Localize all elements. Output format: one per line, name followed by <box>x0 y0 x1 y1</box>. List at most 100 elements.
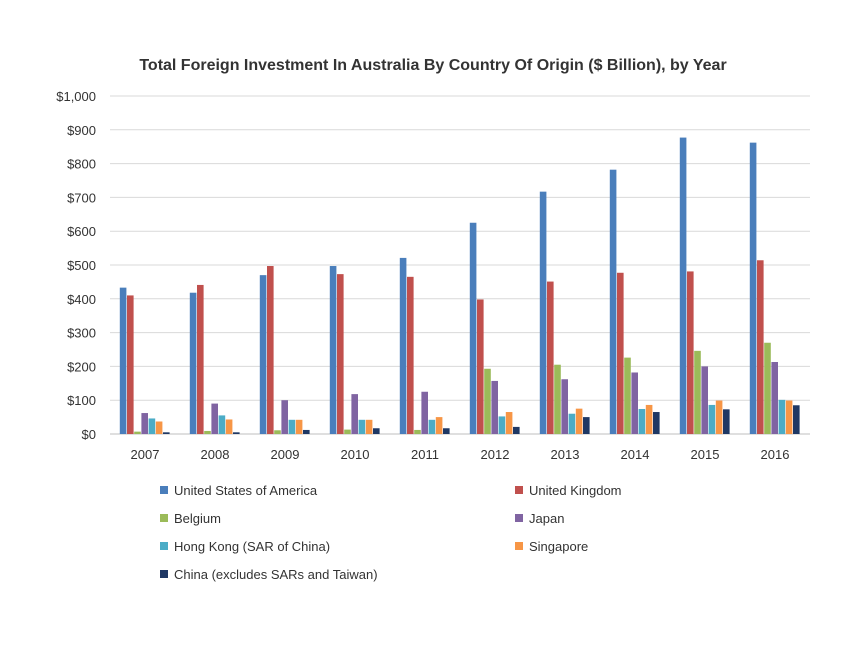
bar <box>477 299 484 434</box>
bar <box>547 281 554 434</box>
legend-swatch <box>515 542 523 550</box>
bar <box>687 271 694 434</box>
y-axis: $0 $100 $200 $300 $400 $500 $600 $700 $800 $900 $1… <box>56 89 96 442</box>
bar <box>679 137 687 434</box>
bars <box>119 137 800 435</box>
bar <box>561 379 568 434</box>
bar <box>764 342 771 434</box>
bar <box>694 350 701 434</box>
y-tick-label: $700 <box>67 190 96 205</box>
x-tick-label: 2014 <box>621 447 650 462</box>
legend-label: Singapore <box>529 539 588 554</box>
bar <box>575 408 583 434</box>
bar <box>645 404 653 434</box>
legend-item: United Kingdom <box>515 483 622 498</box>
x-tick-label: 2012 <box>481 447 510 462</box>
gridlines <box>110 95 810 435</box>
bar <box>443 428 450 434</box>
bar <box>539 191 547 434</box>
bar <box>609 169 617 434</box>
x-tick-label: 2011 <box>411 447 439 462</box>
legend-swatch <box>160 542 168 550</box>
bar <box>163 432 170 434</box>
y-tick-label: $500 <box>67 258 96 273</box>
bar <box>281 400 288 434</box>
bar <box>484 368 491 434</box>
x-tick-label: 2009 <box>271 447 300 462</box>
bar <box>554 364 561 434</box>
bar <box>344 429 351 434</box>
bar <box>337 274 344 434</box>
bar <box>723 409 730 434</box>
chart-title: Total Foreign Investment In Australia By… <box>139 57 726 74</box>
bar <box>498 416 506 434</box>
legend-label: China (excludes SARs and Taiwan) <box>174 567 378 582</box>
bar <box>141 413 148 434</box>
x-tick-label: 2013 <box>551 447 580 462</box>
bar <box>127 295 134 434</box>
legend-label: Hong Kong (SAR of China) <box>174 539 330 554</box>
bar <box>785 400 793 434</box>
bar <box>399 257 407 434</box>
y-tick-label: $1,000 <box>56 89 96 104</box>
y-tick-label: $100 <box>67 393 96 408</box>
y-tick-label: $900 <box>67 123 96 138</box>
bar <box>708 404 716 434</box>
y-tick-label: $0 <box>82 427 96 442</box>
bar <box>793 405 800 434</box>
x-axis: 2007 2008 2009 2010 2011 2012 2013 2014 2015 2016 <box>131 447 790 462</box>
bar <box>715 400 723 434</box>
x-tick-label: 2007 <box>131 447 160 462</box>
bar <box>197 284 204 434</box>
y-tick-label: $600 <box>67 224 96 239</box>
bar <box>491 380 498 434</box>
legend-label: Belgium <box>174 511 221 526</box>
legend-swatch <box>515 514 523 522</box>
bar <box>701 366 708 434</box>
bar <box>638 408 646 434</box>
bar <box>288 419 296 434</box>
bar <box>119 287 127 434</box>
bar <box>225 419 233 434</box>
bar <box>233 432 240 434</box>
bar <box>771 362 778 434</box>
legend-item: Singapore <box>515 539 588 554</box>
bar <box>624 357 631 434</box>
legend-swatch <box>515 486 523 494</box>
bar <box>778 399 786 434</box>
bar <box>505 412 513 434</box>
bar <box>373 428 380 434</box>
x-tick-label: 2010 <box>341 447 370 462</box>
legend-item: United States of America <box>160 483 318 498</box>
bar <box>267 266 274 434</box>
y-tick-label: $200 <box>67 359 96 374</box>
bar <box>435 417 443 434</box>
legend-label: United Kingdom <box>529 483 622 498</box>
bar <box>329 266 337 434</box>
y-tick-label: $400 <box>67 292 96 307</box>
bar <box>204 430 211 434</box>
legend-swatch <box>160 486 168 494</box>
y-tick-label: $300 <box>67 326 96 341</box>
y-tick-label: $800 <box>67 157 96 172</box>
bar <box>583 417 590 434</box>
legend-label: United States of America <box>174 483 318 498</box>
legend-swatch <box>160 570 168 578</box>
bar <box>351 394 358 434</box>
bar <box>421 391 428 434</box>
legend-item: Belgium <box>160 511 221 526</box>
bar <box>295 419 303 434</box>
bar <box>749 142 757 435</box>
bar <box>757 260 764 434</box>
legend-item: China (excludes SARs and Taiwan) <box>160 567 378 582</box>
bar <box>414 429 421 434</box>
bar <box>211 403 218 434</box>
legend: United States of America United Kingdom Be… <box>160 483 622 582</box>
bar <box>303 429 310 434</box>
bar <box>274 430 281 434</box>
x-tick-label: 2008 <box>201 447 230 462</box>
legend-label: Japan <box>529 511 564 526</box>
x-tick-label: 2015 <box>691 447 720 462</box>
